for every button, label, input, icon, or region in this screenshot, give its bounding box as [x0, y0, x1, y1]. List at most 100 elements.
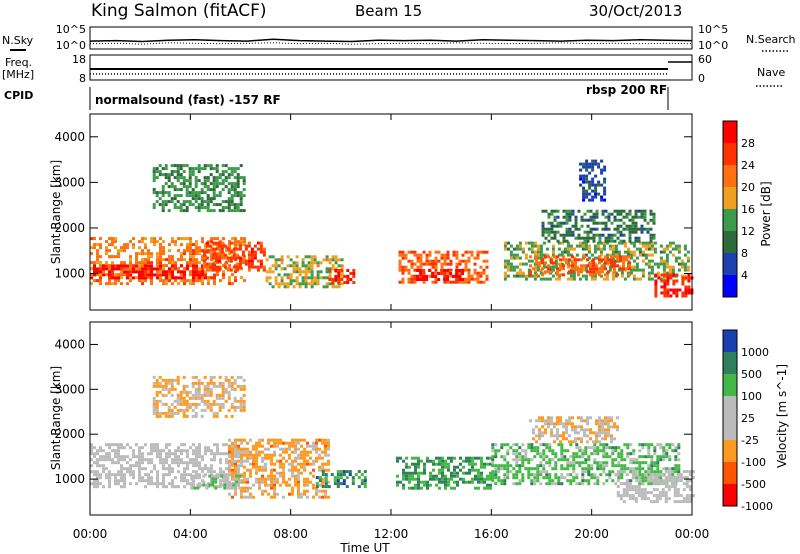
heatmap-cell	[506, 265, 510, 269]
heatmap-cell	[605, 241, 609, 245]
heatmap-cell	[476, 253, 480, 257]
heatmap-cell	[170, 185, 174, 189]
heatmap-cell	[634, 485, 638, 489]
heatmap-cell	[93, 237, 96, 241]
heatmap-cell	[491, 464, 495, 468]
heatmap-cell	[191, 170, 195, 174]
heatmap-cell	[473, 271, 477, 275]
heatmap-cell	[596, 247, 600, 251]
heatmap-cell	[608, 446, 612, 450]
heatmap-cell	[236, 375, 240, 379]
heatmap-cell	[426, 459, 429, 463]
heatmap-cell	[550, 434, 553, 438]
heatmap-cell	[221, 179, 225, 183]
heatmap-cell	[653, 241, 657, 245]
heatmap-cell	[200, 414, 204, 418]
heatmap-cell	[659, 446, 663, 450]
heatmap-cell	[105, 455, 108, 459]
heatmap-cell	[300, 453, 303, 457]
heatmap-cell	[583, 230, 587, 234]
heatmap-cell	[444, 459, 447, 463]
heatmap-cell	[494, 473, 498, 477]
heatmap-cell	[222, 276, 225, 280]
heatmap-cell	[194, 200, 198, 204]
heatmap-cell	[300, 462, 303, 466]
heatmap-cell	[159, 270, 162, 274]
heatmap-cell	[331, 258, 335, 262]
heatmap-cell	[622, 500, 626, 504]
heatmap-cell	[602, 461, 606, 465]
heatmap-cell	[601, 437, 604, 441]
heatmap-cell	[670, 470, 674, 474]
heatmap-cell	[256, 259, 260, 263]
heatmap-cell	[428, 274, 432, 278]
heatmap-cell	[599, 461, 603, 465]
heatmap-cell	[99, 455, 102, 459]
velocity-heatmap	[90, 375, 695, 504]
heatmap-cell	[197, 402, 201, 406]
heatmap-cell	[135, 276, 138, 280]
heatmap-cell	[620, 274, 624, 278]
heatmap-cell	[239, 203, 243, 207]
heatmap-cell	[288, 477, 291, 481]
heatmap-cell	[677, 464, 681, 468]
heatmap-cell	[441, 471, 444, 475]
heatmap-cell	[192, 276, 195, 280]
heatmap-cell	[599, 449, 603, 453]
heatmap-cell	[605, 253, 609, 257]
heatmap-cell	[337, 269, 341, 272]
heatmap-cell	[474, 468, 477, 472]
heatmap-cell	[503, 443, 507, 447]
heatmap-cell	[574, 224, 578, 228]
heatmap-cell	[162, 473, 165, 477]
heatmap-cell	[236, 167, 240, 171]
heatmap-cell	[96, 261, 99, 265]
heatmap-cell	[665, 262, 669, 266]
heatmap-cell	[613, 209, 617, 213]
heatmap-cell	[631, 497, 635, 501]
heatmap-cell	[417, 462, 420, 466]
heatmap-cell	[159, 267, 162, 271]
heatmap-cell	[562, 221, 566, 225]
heatmap-cell	[255, 480, 258, 484]
heatmap-cell	[303, 453, 306, 457]
heatmap-cell	[176, 411, 180, 415]
heatmap-cell	[177, 485, 180, 489]
heatmap-cell	[605, 443, 609, 447]
heatmap-cell	[105, 282, 108, 286]
heatmap-cell	[167, 378, 171, 382]
heatmap-cell	[203, 191, 207, 195]
heatmap-cell	[468, 471, 471, 475]
heatmap-cell	[303, 477, 306, 481]
heatmap-cell	[192, 482, 195, 486]
heatmap-cell	[530, 247, 534, 251]
heatmap-cell	[456, 483, 459, 487]
heatmap-cell	[408, 471, 411, 475]
heatmap-cell	[295, 261, 299, 265]
heatmap-cell	[607, 258, 610, 262]
heatmap-cell	[551, 247, 555, 251]
heatmap-cell	[249, 456, 252, 460]
heatmap-cell	[324, 438, 327, 442]
heatmap-cell	[220, 256, 224, 260]
heatmap-cell	[647, 241, 651, 245]
heatmap-cell	[616, 425, 619, 429]
heatmap-cell	[453, 465, 456, 469]
heatmap-cell	[234, 486, 237, 490]
heatmap-cell	[108, 279, 111, 283]
heatmap-cell	[625, 482, 629, 486]
heatmap-cell	[197, 179, 201, 183]
heatmap-cell	[631, 215, 635, 219]
heatmap-cell	[204, 243, 207, 247]
heatmap-cell	[238, 480, 242, 484]
heatmap-cell	[441, 474, 444, 478]
heatmap-cell	[120, 476, 123, 480]
heatmap-cell	[195, 267, 198, 271]
heatmap-cell	[680, 265, 684, 269]
heatmap-cell	[560, 473, 564, 477]
heatmap-cell	[273, 489, 276, 493]
heatmap-cell	[188, 185, 192, 189]
heatmap-cell	[226, 259, 230, 263]
heatmap-cell	[243, 471, 246, 475]
heatmap-cell	[512, 443, 516, 447]
